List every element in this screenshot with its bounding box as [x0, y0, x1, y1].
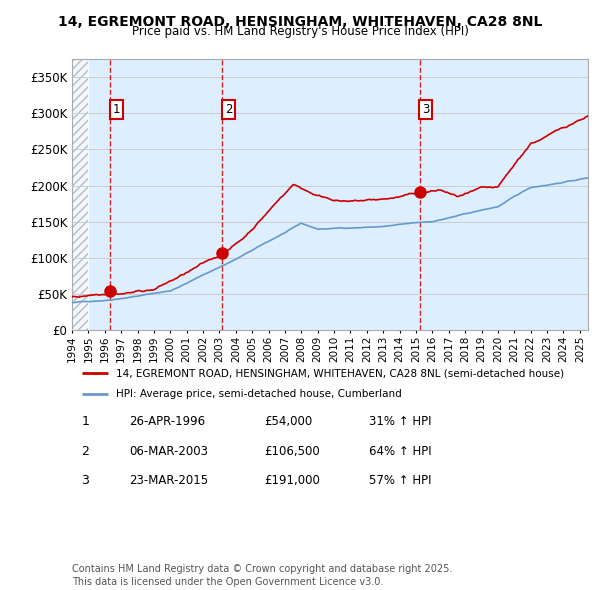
Bar: [72, 59, 88, 330]
Text: 23-MAR-2015: 23-MAR-2015: [129, 474, 208, 487]
Text: £191,000: £191,000: [264, 474, 320, 487]
Bar: [72, 59, 88, 330]
Text: 06-MAR-2003: 06-MAR-2003: [129, 445, 208, 458]
Text: 26-APR-1996: 26-APR-1996: [129, 415, 205, 428]
Text: 1: 1: [82, 415, 89, 428]
Text: 3: 3: [422, 103, 430, 116]
Text: 14, EGREMONT ROAD, HENSINGHAM, WHITEHAVEN, CA28 8NL: 14, EGREMONT ROAD, HENSINGHAM, WHITEHAVE…: [58, 15, 542, 29]
Text: 14, EGREMONT ROAD, HENSINGHAM, WHITEHAVEN, CA28 8NL (semi-detached house): 14, EGREMONT ROAD, HENSINGHAM, WHITEHAVE…: [116, 368, 564, 378]
Text: 2: 2: [225, 103, 232, 116]
Text: 2: 2: [82, 445, 89, 458]
Text: Price paid vs. HM Land Registry's House Price Index (HPI): Price paid vs. HM Land Registry's House …: [131, 25, 469, 38]
Text: 31% ↑ HPI: 31% ↑ HPI: [369, 415, 431, 428]
Text: £106,500: £106,500: [264, 445, 320, 458]
Text: Contains HM Land Registry data © Crown copyright and database right 2025.
This d: Contains HM Land Registry data © Crown c…: [72, 564, 452, 587]
Text: £54,000: £54,000: [264, 415, 312, 428]
Text: 1: 1: [112, 103, 120, 116]
Text: 57% ↑ HPI: 57% ↑ HPI: [369, 474, 431, 487]
Text: HPI: Average price, semi-detached house, Cumberland: HPI: Average price, semi-detached house,…: [116, 389, 401, 399]
Text: 3: 3: [82, 474, 89, 487]
Text: 64% ↑ HPI: 64% ↑ HPI: [369, 445, 431, 458]
